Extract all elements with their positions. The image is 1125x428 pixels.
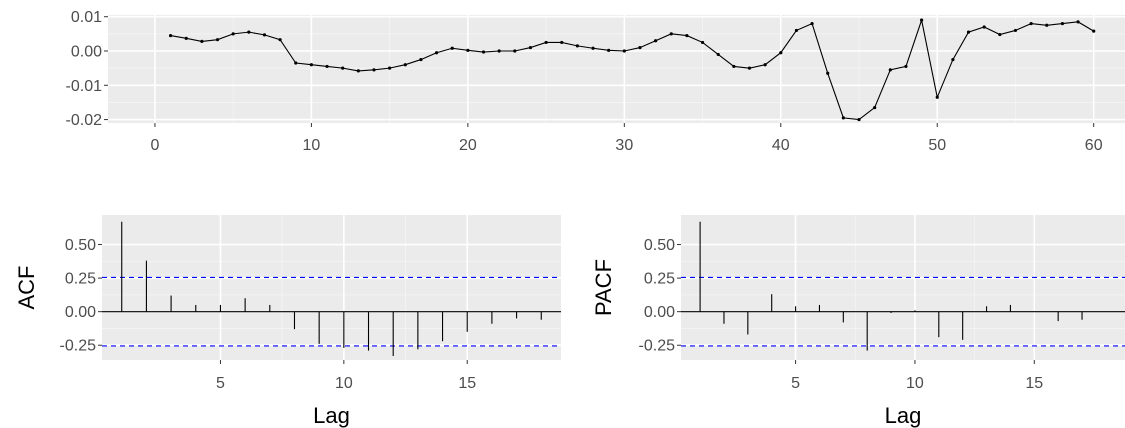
time-series-x-tick-label: 50 — [928, 137, 946, 154]
data-point — [575, 44, 579, 48]
data-point — [1092, 29, 1096, 33]
data-point — [998, 32, 1002, 37]
acf-panel: 5 10 15 -0.25 0.00 0.25 0.50 Lag ACF — [14, 215, 561, 428]
data-point — [419, 57, 423, 62]
data-point — [763, 63, 767, 67]
data-point — [497, 49, 501, 53]
data-point — [1045, 23, 1049, 27]
data-point — [1060, 21, 1065, 26]
time-series-y-tick-label: -0.02 — [66, 112, 103, 129]
data-point — [403, 63, 407, 67]
data-point — [262, 33, 267, 37]
time-series-y-tick-label: 0.01 — [71, 9, 102, 26]
data-point — [747, 66, 752, 70]
data-point — [278, 38, 282, 42]
acf-x-axis-title: Lag — [313, 403, 350, 428]
data-point — [560, 40, 564, 45]
data-point — [685, 33, 689, 38]
data-point — [481, 50, 486, 54]
data-point — [654, 39, 658, 43]
pacf-y-tick-label: -0.25 — [639, 338, 676, 355]
data-point — [607, 48, 611, 52]
data-point — [528, 45, 533, 50]
data-point — [231, 32, 235, 36]
pacf-panel: 5 10 15 -0.25 0.00 0.25 0.50 Lag PACF — [591, 215, 1125, 428]
acf-x-tick-label: 10 — [335, 375, 353, 392]
time-series-plot-background — [108, 15, 1125, 123]
data-point — [372, 68, 376, 72]
acf-x-tick-label: 15 — [458, 375, 476, 392]
time-series-y-tick-label: -0.01 — [66, 78, 103, 95]
data-point — [450, 46, 454, 50]
data-point — [434, 51, 439, 55]
data-point — [1013, 28, 1018, 33]
data-point — [325, 64, 329, 69]
data-point — [966, 30, 971, 34]
pacf-y-axis-title: PACF — [591, 259, 616, 316]
time-series-x-tick-label: 30 — [615, 137, 633, 154]
data-point — [935, 95, 939, 99]
acf-x-tick-label: 5 — [216, 375, 225, 392]
acf-y-tick-label: 0.50 — [65, 237, 96, 254]
acf-y-axis-title: ACF — [14, 266, 39, 310]
data-point — [466, 48, 470, 52]
data-point — [309, 63, 313, 67]
data-point — [951, 57, 955, 62]
time-series-x-tick-label: 0 — [150, 137, 159, 154]
data-point — [1076, 20, 1080, 24]
data-point — [888, 68, 892, 72]
data-point — [215, 38, 220, 42]
data-point — [669, 32, 673, 36]
pacf-x-axis-title: Lag — [885, 403, 922, 428]
data-point — [200, 39, 204, 44]
pacf-plot-background — [681, 215, 1125, 360]
data-point — [1029, 21, 1033, 26]
data-point — [857, 117, 861, 122]
pacf-x-tick-label: 5 — [791, 375, 800, 392]
data-point — [732, 64, 736, 69]
data-point — [168, 33, 173, 38]
acf-y-tick-label: 0.00 — [65, 304, 96, 321]
data-point — [810, 21, 814, 26]
data-point — [294, 61, 298, 65]
data-point — [388, 66, 392, 70]
data-point — [982, 25, 986, 29]
data-point — [184, 36, 188, 40]
data-point — [544, 40, 548, 45]
data-point — [622, 49, 626, 53]
data-point — [638, 45, 642, 50]
time-series-y-tick-label: 0.00 — [71, 44, 102, 61]
data-point — [591, 46, 595, 50]
acf-plot-background — [102, 215, 561, 360]
data-point — [826, 71, 830, 75]
acf-y-tick-label: 0.25 — [65, 271, 96, 288]
pacf-y-tick-label: 0.00 — [644, 304, 675, 321]
series-line — [170, 18, 1094, 121]
pacf-y-tick-label: 0.50 — [644, 237, 675, 254]
data-point — [247, 30, 251, 34]
pacf-x-tick-label: 10 — [906, 375, 924, 392]
time-series-panel: 0 10 20 30 40 50 60 -0.02 -0.01 0.00 0.01 — [66, 9, 1125, 154]
data-point — [356, 69, 360, 73]
acf-y-tick-label: -0.25 — [60, 338, 97, 355]
data-point — [700, 40, 705, 45]
data-point — [513, 49, 517, 53]
pacf-y-tick-label: 0.25 — [644, 271, 675, 288]
data-point — [779, 51, 783, 55]
time-series-x-tick-label: 10 — [303, 137, 321, 154]
data-point — [341, 66, 345, 70]
time-series-x-tick-label: 20 — [459, 137, 477, 154]
data-point — [794, 28, 799, 33]
data-point — [904, 64, 908, 69]
data-point — [873, 105, 877, 110]
data-point — [841, 116, 845, 120]
pacf-x-tick-label: 15 — [1025, 375, 1043, 392]
time-series-x-tick-label: 40 — [772, 137, 790, 154]
data-point — [920, 18, 924, 22]
time-series-x-tick-label: 60 — [1085, 137, 1103, 154]
data-point — [716, 52, 720, 57]
